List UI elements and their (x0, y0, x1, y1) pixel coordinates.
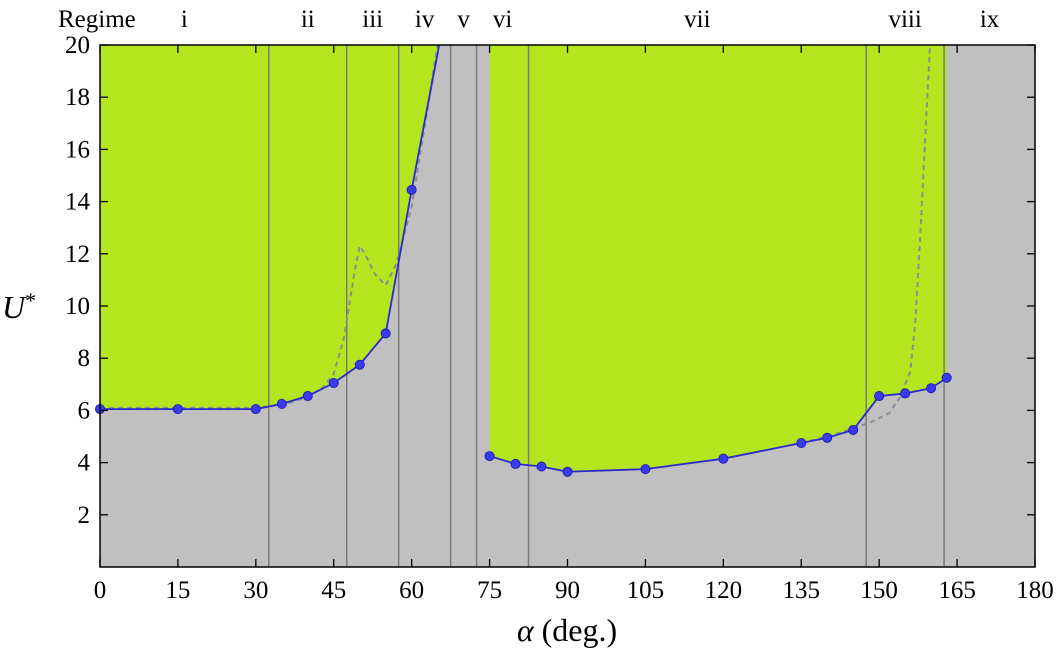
data-point-0-3 (276, 398, 287, 409)
x-tick-label-5: 75 (477, 577, 502, 604)
x-axis-unit: (deg.) (542, 612, 618, 648)
regime-label-i: i (181, 6, 188, 33)
data-point-1-3 (562, 466, 573, 477)
regime-label-layer: Regime i ii iii iv v vi vii viii ix (58, 6, 1000, 33)
x-tick-label-9: 135 (783, 577, 821, 604)
y-tick-label-5: 12 (65, 241, 90, 268)
regime-label-vi: vi (493, 6, 513, 33)
data-point-1-6 (796, 438, 807, 449)
data-point-1-11 (926, 383, 937, 394)
data-point-0-1 (172, 404, 183, 415)
y-tick-label-3: 8 (78, 345, 91, 372)
y-tick-label-0: 2 (78, 502, 91, 529)
data-point-1-5 (718, 453, 729, 464)
y-tick-label-2: 6 (78, 397, 91, 424)
regime-label-v: v (457, 6, 470, 33)
regime-label-ix: ix (980, 6, 1000, 33)
x-tick-label-7: 105 (627, 577, 665, 604)
data-point-0-2 (250, 404, 261, 415)
x-tick-label-8: 120 (705, 577, 743, 604)
data-point-0-8 (406, 184, 417, 195)
x-tick-label-6: 90 (555, 577, 580, 604)
x-tick-label-0: 0 (94, 577, 107, 604)
x-tick-label-11: 165 (938, 577, 976, 604)
x-axis-label: α (deg.) (517, 612, 617, 648)
series-line-0 (100, 45, 441, 410)
data-point-1-1 (510, 458, 521, 469)
y-tick-label-4: 10 (65, 293, 90, 320)
regime-label-iii: iii (362, 6, 383, 33)
regime-label-ii: ii (301, 6, 315, 33)
data-point-1-2 (536, 461, 547, 472)
regime-label-vii: vii (684, 6, 710, 33)
region-fill-layer (100, 45, 947, 472)
x-tick-label-1: 15 (165, 577, 190, 604)
y-tick-label-8: 18 (65, 84, 90, 111)
tick-layer: 0 15 30 45 60 75 90 105 120 135 150 165 180 2 4 6 8 10 12 1… (65, 32, 1054, 604)
data-point-1-10 (900, 388, 911, 399)
x-tick-label-12: 180 (1016, 577, 1054, 604)
y-tick-label-6: 14 (65, 189, 91, 216)
data-point-1-7 (822, 432, 833, 443)
x-tick-label-10: 150 (860, 577, 898, 604)
regime-label-iv: iv (415, 6, 435, 33)
data-point-1-12 (941, 372, 952, 383)
data-point-0-5 (328, 377, 339, 388)
regime-label-viii: viii (888, 6, 921, 33)
y-tick-label-1: 4 (78, 450, 91, 477)
y-tick-label-9: 20 (65, 32, 90, 59)
y-axis-superscript: * (25, 288, 36, 313)
regime-boundary-layer (268, 45, 945, 567)
x-axis-symbol: α (517, 612, 535, 648)
data-point-1-8 (848, 424, 859, 435)
data-point-1-0 (484, 451, 495, 462)
y-axis-label: U* (2, 288, 36, 325)
data-point-0-7 (380, 328, 391, 339)
data-point-1-9 (874, 391, 885, 402)
regime-header: Regime (58, 6, 136, 33)
data-point-1-4 (640, 464, 651, 475)
x-tick-label-4: 60 (399, 577, 424, 604)
x-tick-label-2: 30 (243, 577, 268, 604)
y-tick-label-7: 16 (65, 136, 90, 163)
x-tick-label-3: 45 (321, 577, 346, 604)
dashed-curve-1 (801, 45, 932, 444)
data-point-0-6 (354, 359, 365, 370)
stable-region-right (489, 45, 947, 472)
y-axis-symbol: U (2, 289, 27, 325)
stable-region-left (100, 45, 440, 410)
data-point-0-4 (302, 391, 313, 402)
